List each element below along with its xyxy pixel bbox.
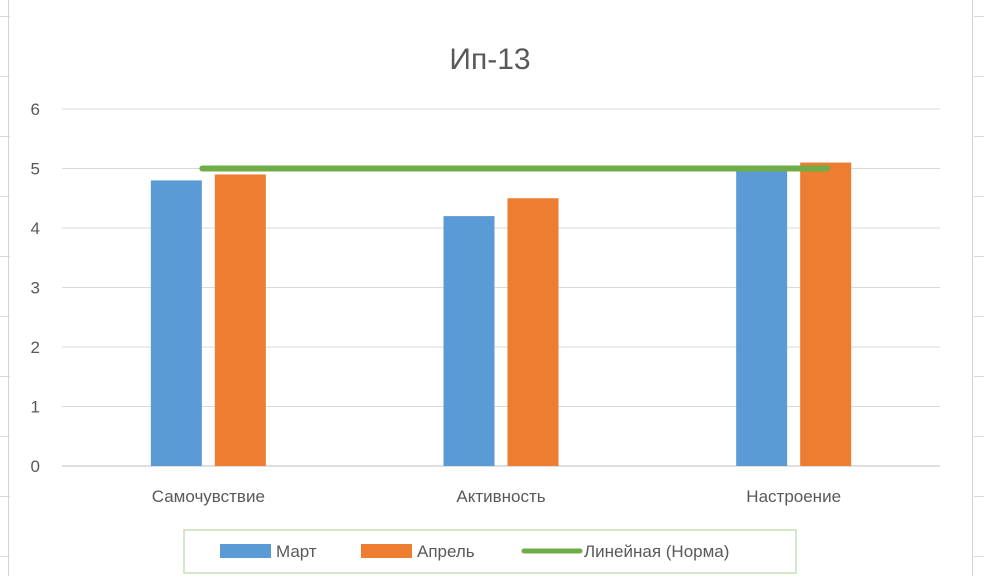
legend-label[interactable]: Линейная (Норма) [584,542,729,561]
sheet-row-line [0,136,10,137]
bar-april-2[interactable] [800,162,852,467]
chart-title: Ип-13 [449,43,530,76]
sheet-row-line [0,496,10,497]
sheet-row-line [0,376,10,377]
x-axis-labels: Самочувствие Активность Настроение [152,487,841,506]
sheet-row-line [0,316,10,317]
x-tick-label: Активность [456,487,545,506]
bar-april-0[interactable] [214,174,266,466]
y-tick-label: 1 [31,398,40,417]
y-tick-label: 3 [31,279,40,298]
y-tick-label: 0 [31,457,40,476]
sheet-left-edge [8,0,9,576]
legend-label[interactable]: Март [276,542,317,561]
sheet-row-line [974,376,984,377]
legend-label[interactable]: Апрель [417,542,475,561]
bar-march-1[interactable] [443,216,495,466]
y-tick-label: 4 [31,219,40,238]
chart-area[interactable]: Ип-13 0 1 2 3 4 5 6 Самочувствие Активность Наст… [12,0,970,576]
legend-swatch [361,544,412,558]
legend-swatch [220,544,271,558]
sheet-row-line [974,136,984,137]
bar-march-2[interactable] [736,168,788,467]
sheet-row-line [0,76,10,77]
legend-box [183,529,797,574]
legend: Март Апрель Линейная (Норма) [183,529,797,574]
y-axis-ticks: 0 1 2 3 4 5 6 [31,100,40,476]
sheet-row-line [0,436,10,437]
chart-svg: Ип-13 0 1 2 3 4 5 6 Самочувствие Активность Наст… [31,43,940,574]
y-tick-label: 2 [31,338,40,357]
sheet-row-line [0,196,10,197]
sheet-row-line [974,196,984,197]
x-tick-label: Настроение [746,487,841,506]
sheet-row-line [974,16,984,17]
sheet-row-line [0,256,10,257]
bar-march-0[interactable] [150,180,202,466]
sheet-row-line [0,556,10,557]
sheet-row-line [974,256,984,257]
sheet-row-line [974,496,984,497]
sheet-right-edge [972,0,973,576]
bar-april-1[interactable] [507,198,559,466]
sheet-row-line [974,76,984,77]
sheet-row-line [974,436,984,437]
sheet-row-line [974,556,984,557]
y-tick-label: 6 [31,100,40,119]
bars [150,162,852,467]
sheet-row-line [974,316,984,317]
y-tick-label: 5 [31,160,40,179]
sheet-row-line [0,16,10,17]
x-tick-label: Самочувствие [152,487,265,506]
